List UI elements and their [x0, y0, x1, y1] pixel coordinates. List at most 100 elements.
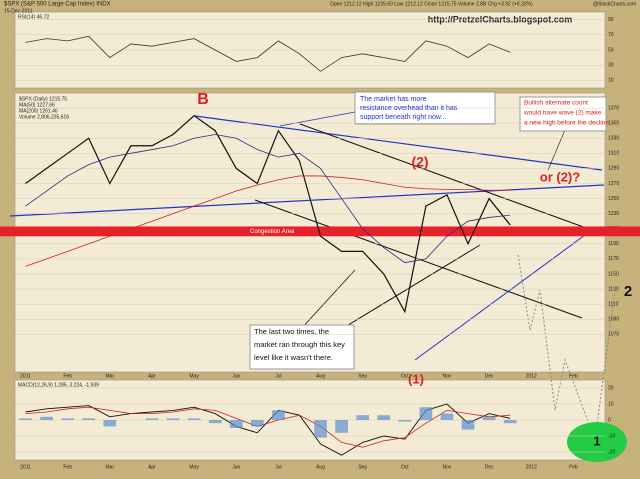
- x-tick-label: Sep: [358, 464, 367, 470]
- macd-histogram: [482, 416, 496, 420]
- x-tick-label: Aug: [316, 464, 325, 470]
- x-tick-label: Sep: [358, 373, 367, 379]
- macd-histogram: [314, 420, 327, 438]
- note-text: level like it wasn't there.: [254, 353, 333, 362]
- y-tick-label: 1370: [608, 105, 619, 111]
- note-text: The last two times, the: [254, 327, 329, 336]
- price-line: [25, 134, 511, 264]
- macd-histogram: [145, 418, 159, 420]
- y-tick-label: 1150: [608, 271, 619, 277]
- y-tick-label: 1310: [608, 151, 619, 157]
- x-tick-label: Jul: [275, 373, 281, 379]
- macd-histogram: [356, 415, 369, 420]
- x-tick-label: May: [189, 464, 199, 470]
- y-tick-label: 1070: [608, 332, 619, 338]
- legend-entry: $SPX (Daily) 1215.75: [19, 96, 67, 102]
- annotation: or (2)?: [540, 169, 581, 184]
- date: 15-Dec-2011: [4, 8, 33, 14]
- x-tick-label: 2011: [20, 464, 31, 470]
- trendline: [299, 123, 601, 234]
- annotation: 1: [593, 433, 600, 448]
- y-tick-label: 1290: [608, 166, 619, 172]
- y-tick-label: -10: [608, 433, 615, 439]
- y-tick-label: -20: [608, 449, 615, 455]
- x-tick-label: Feb: [63, 373, 72, 379]
- congestion-label: Congestion Area: [250, 229, 295, 235]
- rsi-line: [25, 35, 511, 72]
- macd-histogram: [419, 407, 433, 420]
- y-tick-label: 1090: [608, 317, 619, 323]
- trendline: [414, 234, 586, 361]
- note-text: would have wave (2) make: [523, 110, 602, 117]
- macd-histogram: [208, 420, 222, 424]
- macd-histogram: [166, 418, 180, 420]
- y-tick-label: 0: [608, 417, 611, 423]
- macd-histogram: [398, 420, 412, 422]
- legend-entry: MA(50) 1227.66: [19, 102, 55, 108]
- arrow: [299, 269, 356, 331]
- macd-histogram: [229, 420, 243, 428]
- y-tick-label: 90: [608, 17, 614, 23]
- x-tick-label: 2012: [526, 464, 537, 470]
- x-tick-label: Feb: [63, 464, 72, 470]
- macd-histogram: [461, 420, 475, 430]
- macd-label: MACD(12,26,9) 1.285, 3.224, -1.939: [18, 382, 99, 388]
- y-tick-label: 20: [608, 385, 614, 391]
- note-box: [519, 96, 607, 132]
- macd-histogram: [503, 420, 517, 424]
- x-tick-label: Jun: [232, 464, 240, 470]
- quote: Open 1212.12 High 1225.60 Low 1212.12 Cl…: [330, 1, 533, 7]
- x-tick-label: Oct: [401, 373, 409, 379]
- source: @StockCharts.com: [593, 1, 636, 7]
- x-tick-label: Apr: [148, 464, 156, 470]
- price-line: [25, 114, 511, 314]
- y-tick-label: 30: [608, 63, 614, 69]
- x-tick-label: Feb: [569, 373, 578, 379]
- price-line: [25, 175, 511, 267]
- x-tick-label: Jul: [275, 464, 281, 470]
- macd-histogram: [40, 416, 53, 420]
- x-tick-label: Mar: [106, 373, 115, 379]
- x-tick-label: Nov: [443, 464, 452, 470]
- note-text: The market has more: [360, 96, 427, 103]
- y-tick-label: 1130: [608, 286, 619, 292]
- title: $SPX (S&P 500 Large Cap Index) INDX: [4, 2, 111, 8]
- annotation: 2: [624, 283, 632, 300]
- y-tick-label: 1190: [608, 241, 619, 247]
- x-tick-label: 2011: [20, 373, 31, 379]
- x-tick-label: Apr: [148, 373, 156, 379]
- note-text: resistance overhead than it has: [360, 105, 458, 112]
- x-tick-label: Mar: [106, 464, 115, 470]
- legend-entry: MA(200) 1261.46: [19, 108, 58, 114]
- y-tick-label: 1110: [608, 301, 619, 307]
- x-tick-label: Feb: [569, 464, 578, 470]
- note-text: support beneath right now...: [360, 114, 446, 121]
- congestion-band: [0, 226, 640, 237]
- rsi-label: RSI(14) 46.72: [18, 14, 49, 20]
- y-tick-label: 1270: [608, 181, 619, 187]
- macd-histogram: [103, 420, 117, 427]
- macd-histogram: [335, 420, 348, 433]
- macd-histogram: [251, 420, 264, 427]
- x-tick-label: Jun: [232, 373, 240, 379]
- note-text: a new high before the decline: [524, 120, 609, 127]
- y-tick-label: 50: [608, 47, 614, 53]
- macd-histogram: [440, 413, 454, 420]
- macd-histogram: [377, 415, 391, 420]
- note-text: market ran through this key: [254, 340, 345, 349]
- y-tick-label: 1230: [608, 211, 619, 217]
- x-tick-label: Nov: [443, 373, 452, 379]
- y-tick-label: 1250: [608, 196, 619, 202]
- macd-histogram: [187, 418, 201, 420]
- x-tick-label: Dec: [485, 464, 494, 470]
- x-tick-label: Oct: [401, 464, 409, 470]
- legend-entry: Volume 2,806,235,616: [19, 114, 69, 120]
- y-tick-label: 1170: [608, 256, 619, 262]
- note-box: [249, 324, 355, 370]
- y-tick-label: 10: [608, 401, 614, 407]
- arrow: [279, 111, 356, 127]
- y-tick-label: 1350: [608, 120, 619, 126]
- macd-histogram: [272, 410, 285, 420]
- annotation: (2): [411, 154, 428, 170]
- signal-line: [25, 406, 511, 448]
